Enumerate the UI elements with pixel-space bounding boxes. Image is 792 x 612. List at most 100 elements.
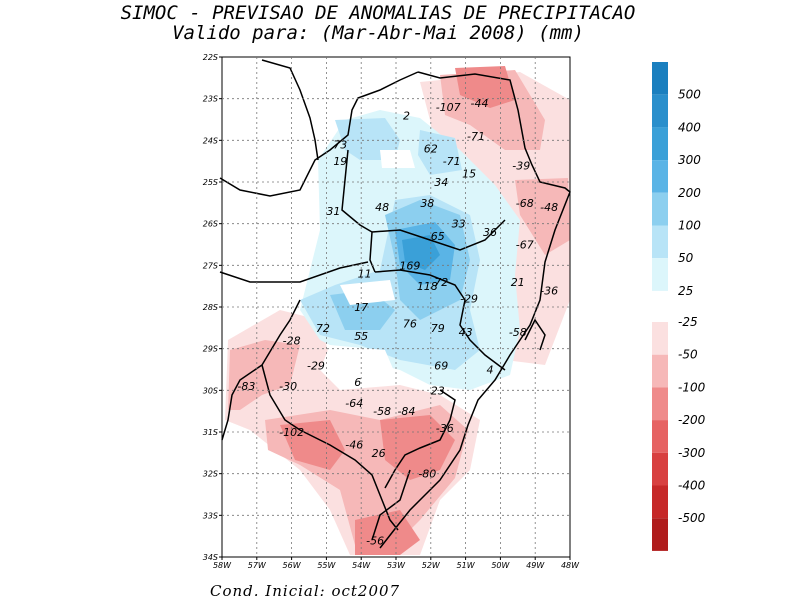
- value-label: -68: [516, 197, 534, 210]
- value-label: 69: [434, 359, 448, 372]
- value-label: 65: [431, 230, 445, 243]
- value-label: 19: [333, 155, 347, 168]
- neutral-gap-2: [340, 280, 395, 305]
- legend-swatch-positive: [652, 225, 668, 259]
- legend-swatch-positive: [652, 127, 668, 161]
- value-label: 118: [417, 280, 438, 293]
- value-label: 31: [326, 205, 340, 218]
- border-argentina-north: [219, 261, 369, 283]
- border-paraguay-brazil: [219, 71, 419, 197]
- legend-label-positive: 50: [678, 251, 694, 265]
- legend-swatch-negative: [652, 420, 668, 453]
- lat-tick-label: 25S: [203, 178, 218, 187]
- pos-area-mid: [335, 118, 400, 160]
- value-label: -36: [540, 284, 558, 297]
- lon-tick-label: 50W: [491, 561, 510, 570]
- neg-area-south-core: [280, 420, 345, 470]
- pos-area-mid-2: [418, 130, 462, 175]
- value-label: 72: [434, 276, 448, 289]
- value-label: -80: [418, 468, 436, 481]
- value-label: -58: [373, 405, 391, 418]
- lat-tick-label: 29S: [203, 345, 218, 354]
- value-label: 79: [431, 322, 445, 335]
- lon-tick-label: 49W: [526, 561, 545, 570]
- neg-area-far-south: [355, 510, 420, 555]
- value-labels: 2 -107 -44 -71 73 62 19 -71 -39 15 34 48 38 -68 -48 31 3…: [237, 97, 558, 547]
- legend-swatch-negative: [652, 485, 668, 519]
- value-label: -71: [443, 155, 461, 168]
- grid-lines: [219, 56, 571, 560]
- value-label: 23: [431, 384, 445, 397]
- neg-area-east: [515, 178, 570, 255]
- legend-label-negative: -500: [678, 511, 706, 525]
- value-label: -28: [283, 334, 301, 347]
- value-label: -39: [512, 159, 530, 172]
- lat-tick-label: 32S: [203, 470, 218, 479]
- legend-label-negative: -200: [678, 413, 706, 427]
- neutral-gap: [380, 150, 415, 168]
- value-label: -30: [279, 380, 297, 393]
- lat-axis: 22S 23S 24S 25S 26S 27S 28S 29S 30S 31S 32S 33S 34S: [203, 53, 218, 562]
- legend-label-negative: -25: [678, 315, 698, 329]
- value-label: -107: [436, 101, 461, 114]
- legend-label-positive: 25: [678, 284, 693, 298]
- lon-tick-label: 54W: [352, 561, 371, 570]
- legend-label-negative: -300: [678, 446, 706, 460]
- value-label: 55: [354, 330, 368, 343]
- value-label: 36: [483, 226, 497, 239]
- value-label: -58: [509, 326, 527, 339]
- value-label: -67: [516, 239, 534, 252]
- lon-tick-label: 58W: [213, 561, 232, 570]
- value-label: 6: [354, 376, 361, 389]
- value-label: 4: [486, 364, 493, 377]
- lat-tick-label: 30S: [203, 386, 218, 395]
- value-label: 26: [372, 447, 386, 460]
- legend-swatch-positive: [652, 94, 668, 128]
- border-lagoa-mirim: [371, 469, 411, 541]
- legend-label-negative: -400: [678, 479, 706, 493]
- value-label: -56: [366, 534, 384, 547]
- value-label: -83: [237, 380, 255, 393]
- legend-label-positive: 400: [678, 120, 701, 134]
- lon-axis: 58W 57W 56W 55W 54W 53W 52W 51W 50W 49W 48W: [213, 561, 580, 570]
- lat-tick-label: 26S: [203, 220, 218, 229]
- color-legend: 500 400 300 200 100 50 25 -25 -50 -100 -200 -300 -40…: [652, 62, 706, 551]
- border-paraguay-west: [261, 59, 319, 161]
- lon-tick-label: 53W: [387, 561, 406, 570]
- chart-title: SIMOC - PREVISAO DE ANOMALIAS DE PRECIPI…: [120, 2, 636, 24]
- lon-tick-label: 52W: [422, 561, 441, 570]
- legend-label-positive: 500: [678, 88, 701, 102]
- value-label: 15: [462, 168, 476, 181]
- legend-label-positive: 200: [678, 186, 701, 200]
- lon-tick-label: 56W: [283, 561, 302, 570]
- value-label: 38: [420, 197, 434, 210]
- value-label: -29: [460, 293, 478, 306]
- border-uruguay-river: [371, 219, 506, 251]
- value-label: 76: [403, 318, 417, 331]
- value-label: 48: [375, 201, 389, 214]
- border-lagoa: [384, 389, 456, 489]
- value-label: -46: [345, 439, 363, 452]
- lat-tick-label: 28S: [203, 303, 218, 312]
- value-label: 2: [403, 109, 410, 122]
- value-label: 34: [434, 176, 448, 189]
- value-label: 169: [399, 259, 420, 272]
- legend-label-positive: 100: [678, 219, 701, 233]
- lat-tick-label: 31S: [203, 428, 218, 437]
- value-label: -71: [467, 130, 485, 143]
- legend-swatch-positive: [652, 160, 668, 193]
- lat-tick-label: 24S: [203, 136, 218, 145]
- lon-tick-label: 55W: [317, 561, 336, 570]
- lat-tick-label: 22S: [203, 53, 218, 62]
- legend-swatch-negative: [652, 354, 668, 388]
- lon-tick-label: 51W: [457, 561, 476, 570]
- legend-label-positive: 300: [678, 153, 701, 167]
- legend-swatch-negative: [652, 387, 668, 421]
- value-label: 21: [511, 276, 525, 289]
- value-label: 43: [459, 326, 473, 339]
- lon-tick-label: 48W: [561, 561, 580, 570]
- chart-subtitle: Valido para: (Mar-Abr-Mai 2008) (mm): [172, 22, 584, 44]
- value-label: 11: [358, 268, 372, 281]
- value-label: 73: [333, 139, 347, 152]
